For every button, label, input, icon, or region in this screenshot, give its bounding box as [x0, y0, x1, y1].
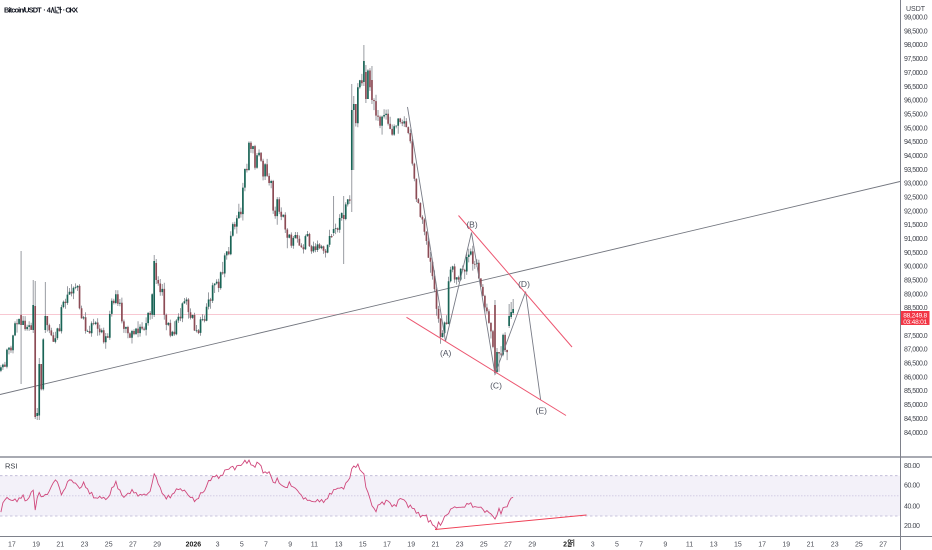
- svg-text:15: 15: [734, 542, 742, 549]
- svg-text:98,000.0: 98,000.0: [904, 42, 928, 49]
- svg-text:95,500.0: 95,500.0: [904, 111, 928, 118]
- svg-text:88,500.0: 88,500.0: [904, 305, 928, 312]
- svg-text:11: 11: [311, 542, 318, 549]
- svg-text:17: 17: [758, 542, 766, 549]
- svg-text:90,000.0: 90,000.0: [904, 264, 928, 271]
- svg-text:92,000.0: 92,000.0: [904, 208, 928, 215]
- svg-text:27: 27: [504, 542, 512, 549]
- svg-text:4: 4: [47, 6, 52, 15]
- svg-text:88,249.8: 88,249.8: [903, 312, 927, 319]
- svg-text:13: 13: [335, 542, 343, 549]
- svg-text:94,000.0: 94,000.0: [904, 153, 928, 160]
- svg-text:11: 11: [686, 542, 693, 549]
- svg-text:89,500.0: 89,500.0: [904, 278, 928, 285]
- svg-text:5: 5: [240, 542, 244, 549]
- svg-text:86,500.0: 86,500.0: [904, 361, 928, 368]
- svg-text:21: 21: [432, 542, 440, 549]
- svg-text:9: 9: [288, 542, 292, 549]
- svg-text:15: 15: [359, 542, 367, 549]
- svg-text:(C): (C): [490, 381, 502, 391]
- svg-text:85,500.0: 85,500.0: [904, 388, 928, 395]
- svg-text:7: 7: [264, 542, 268, 549]
- svg-text:19: 19: [32, 542, 40, 549]
- svg-text:(E): (E): [536, 406, 548, 416]
- svg-text:29: 29: [528, 542, 536, 549]
- svg-text:96,500.0: 96,500.0: [904, 84, 928, 91]
- svg-text:89,000.0: 89,000.0: [904, 291, 928, 298]
- svg-text:OKX: OKX: [65, 6, 78, 15]
- svg-text:3: 3: [591, 542, 595, 549]
- svg-text:19: 19: [407, 542, 415, 549]
- svg-text:9: 9: [663, 542, 667, 549]
- svg-text:RSI: RSI: [5, 462, 18, 471]
- svg-text:23: 23: [831, 542, 839, 549]
- svg-text:25: 25: [105, 542, 113, 549]
- svg-text:25: 25: [855, 542, 863, 549]
- svg-text:23: 23: [456, 542, 464, 549]
- svg-text:·: ·: [63, 6, 65, 15]
- svg-text:96,000.0: 96,000.0: [904, 98, 928, 105]
- svg-text:5: 5: [615, 542, 619, 549]
- svg-text:97,000.0: 97,000.0: [904, 70, 928, 77]
- svg-text:USDT: USDT: [906, 6, 926, 13]
- svg-text:90,500.0: 90,500.0: [904, 250, 928, 257]
- svg-text:(D): (D): [518, 279, 530, 289]
- svg-text:17: 17: [8, 542, 16, 549]
- svg-text:86,000.0: 86,000.0: [904, 374, 928, 381]
- svg-text:92,500.0: 92,500.0: [904, 195, 928, 202]
- svg-text:21: 21: [807, 542, 815, 549]
- svg-text:84,500.0: 84,500.0: [904, 416, 928, 423]
- svg-text:60.00: 60.00: [904, 483, 920, 490]
- svg-text:27: 27: [129, 542, 137, 549]
- svg-text:93,000.0: 93,000.0: [904, 181, 928, 188]
- svg-text:2: 2: [563, 542, 567, 549]
- svg-text:Bitcoin/USDT: Bitcoin/USDT: [4, 6, 42, 15]
- svg-text:91,500.0: 91,500.0: [904, 222, 928, 229]
- svg-text:95,000.0: 95,000.0: [904, 125, 928, 132]
- svg-text:40.00: 40.00: [904, 503, 920, 510]
- svg-text:80.00: 80.00: [904, 463, 920, 470]
- svg-text:93,500.0: 93,500.0: [904, 167, 928, 174]
- svg-text:99,000.0: 99,000.0: [904, 15, 928, 22]
- svg-text:87,500.0: 87,500.0: [904, 333, 928, 340]
- svg-text:19: 19: [782, 542, 790, 549]
- svg-text:7: 7: [639, 542, 643, 549]
- svg-text:84,000.0: 84,000.0: [904, 430, 928, 437]
- svg-text:17: 17: [383, 542, 391, 549]
- svg-text:03:48:01: 03:48:01: [903, 319, 927, 326]
- svg-text:91,000.0: 91,000.0: [904, 236, 928, 243]
- svg-text:27: 27: [879, 542, 887, 549]
- svg-text:13: 13: [710, 542, 718, 549]
- svg-text:85,000.0: 85,000.0: [904, 402, 928, 409]
- svg-text:97,500.0: 97,500.0: [904, 56, 928, 63]
- svg-text:20.00: 20.00: [904, 523, 920, 530]
- svg-text:·: ·: [43, 6, 45, 15]
- svg-text:87,000.0: 87,000.0: [904, 347, 928, 354]
- svg-text:(A): (A): [440, 348, 452, 358]
- svg-text:98,500.0: 98,500.0: [904, 28, 928, 35]
- svg-text:2026: 2026: [186, 542, 202, 549]
- svg-text:21: 21: [56, 542, 64, 549]
- svg-text:3: 3: [216, 542, 220, 549]
- svg-text:23: 23: [81, 542, 89, 549]
- svg-text:(B): (B): [466, 220, 478, 230]
- svg-text:29: 29: [153, 542, 161, 549]
- svg-text:25: 25: [480, 542, 488, 549]
- svg-text:94,500.0: 94,500.0: [904, 139, 928, 146]
